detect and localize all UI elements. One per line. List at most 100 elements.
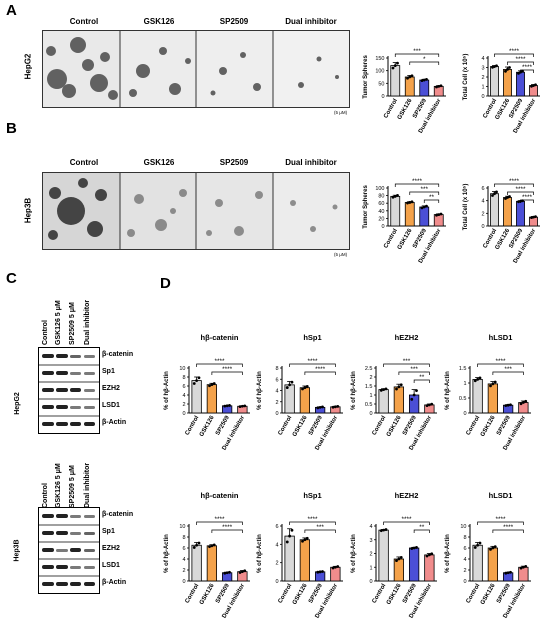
band-label-sp1-top: Sp1: [102, 368, 115, 375]
bar-control: [472, 544, 483, 582]
data-point: [509, 570, 512, 574]
y-tick-label: 2.5: [365, 366, 373, 372]
data-point: [408, 75, 412, 79]
blot-cell-label-bottom: Hep3B: [13, 539, 21, 562]
x-tick-label: SP2509: [496, 414, 512, 436]
significance-label: **: [419, 374, 425, 381]
significance-bracket: [520, 199, 534, 203]
data-point: [410, 200, 414, 204]
y-tick-label: 2: [481, 75, 484, 81]
data-point: [396, 61, 399, 65]
significance-label: ****: [401, 516, 412, 523]
data-point: [303, 386, 307, 390]
chart-D1_bcat: hβ-catenin % of hβ-Actin 0 2 4 6 8 10 ControlGSK…: [164, 333, 250, 451]
significance-label: ****: [222, 366, 233, 373]
data-point: [301, 539, 304, 543]
data-point: [228, 570, 231, 574]
data-point: [430, 552, 434, 556]
data-point: [384, 387, 388, 391]
chart-title: hEZH2: [395, 333, 419, 342]
data-point: [336, 404, 340, 408]
y-tick-label: 4: [275, 389, 278, 395]
data-point: [223, 404, 227, 408]
data-point: [493, 545, 497, 549]
data-point: [192, 546, 196, 549]
chart-title: hSp1: [303, 333, 321, 342]
row-label-hep3b: Hep3B: [23, 197, 33, 224]
data-point: [395, 387, 398, 391]
data-point: [316, 406, 320, 410]
data-point: [321, 405, 324, 409]
data-point: [408, 201, 412, 204]
x-tick-label: GSK126: [397, 227, 414, 251]
data-point: [318, 405, 322, 409]
data-point: [303, 538, 307, 542]
significance-bracket: [477, 363, 524, 367]
y-tick-label: 8: [182, 535, 185, 541]
data-point: [439, 84, 443, 88]
data-point: [336, 565, 340, 568]
significance-bracket: [211, 371, 243, 375]
band-label-bcat-top: β-catenin: [102, 351, 134, 358]
data-point: [223, 571, 227, 575]
significance-label: ****: [495, 516, 506, 523]
y-axis-label: % of hβ-Actin: [164, 371, 170, 410]
data-point: [318, 570, 322, 574]
col-head-sp-b: SP2509: [219, 158, 249, 167]
x-tick-label: Control: [277, 415, 293, 437]
data-point: [415, 389, 418, 393]
data-point: [225, 571, 229, 575]
data-point: [425, 404, 429, 408]
y-tick-label: 0: [381, 94, 384, 100]
y-axis-label: Total Cell (x 10⁵): [463, 54, 469, 101]
data-point: [534, 215, 537, 219]
data-point: [331, 566, 335, 570]
y-tick-label: 0: [182, 579, 185, 585]
x-tick-label: Control: [465, 415, 481, 437]
micrograph-row-hepg2: [42, 30, 350, 108]
data-point: [519, 402, 523, 406]
y-tick-label: 40: [378, 209, 384, 215]
y-tick-label: 6: [182, 546, 185, 552]
data-point: [473, 546, 477, 549]
data-point: [391, 66, 395, 70]
data-point: [509, 403, 512, 407]
significance-bracket: [507, 61, 534, 65]
significance-label: ***: [410, 366, 418, 373]
data-point: [195, 543, 199, 547]
data-point: [397, 557, 401, 561]
y-axis-label: Tumor Spheres: [363, 185, 369, 229]
panel-label-d: D: [160, 275, 171, 292]
band-label-sp1-bottom: Sp1: [102, 528, 115, 535]
band-label-actin-bottom: β-Actin: [102, 579, 127, 586]
y-tick-label: 0: [463, 411, 466, 417]
data-point: [238, 571, 242, 574]
chart-title: hSp1: [303, 491, 321, 500]
data-point: [524, 564, 528, 568]
lane-label-dual-bottom: Dual inhibitor: [84, 462, 91, 508]
data-point: [285, 540, 289, 544]
x-tick-label: GSK126: [397, 97, 414, 121]
y-tick-label: 2: [369, 552, 372, 558]
col-head-control-b: Control: [69, 158, 99, 167]
blot-cell-label-top: HepG2: [13, 392, 21, 415]
bar-sp2509: [419, 206, 430, 227]
y-tick-label: 0: [182, 411, 185, 417]
data-point: [410, 74, 414, 78]
y-tick-label: 2: [481, 211, 484, 217]
data-point: [379, 388, 383, 392]
data-point: [197, 541, 201, 545]
data-point: [240, 404, 244, 408]
x-tick-label: Control: [465, 583, 481, 605]
significance-bracket: [520, 69, 534, 73]
significance-bracket: [492, 529, 524, 533]
y-tick-label: 10: [179, 524, 185, 530]
row-label-hepg2: HepG2: [23, 53, 33, 80]
data-point: [412, 393, 416, 397]
data-point: [425, 204, 428, 208]
data-point: [212, 382, 216, 385]
blot-bands-top: [39, 354, 99, 426]
data-point: [333, 405, 337, 409]
data-point: [410, 547, 414, 550]
data-point: [393, 64, 397, 67]
